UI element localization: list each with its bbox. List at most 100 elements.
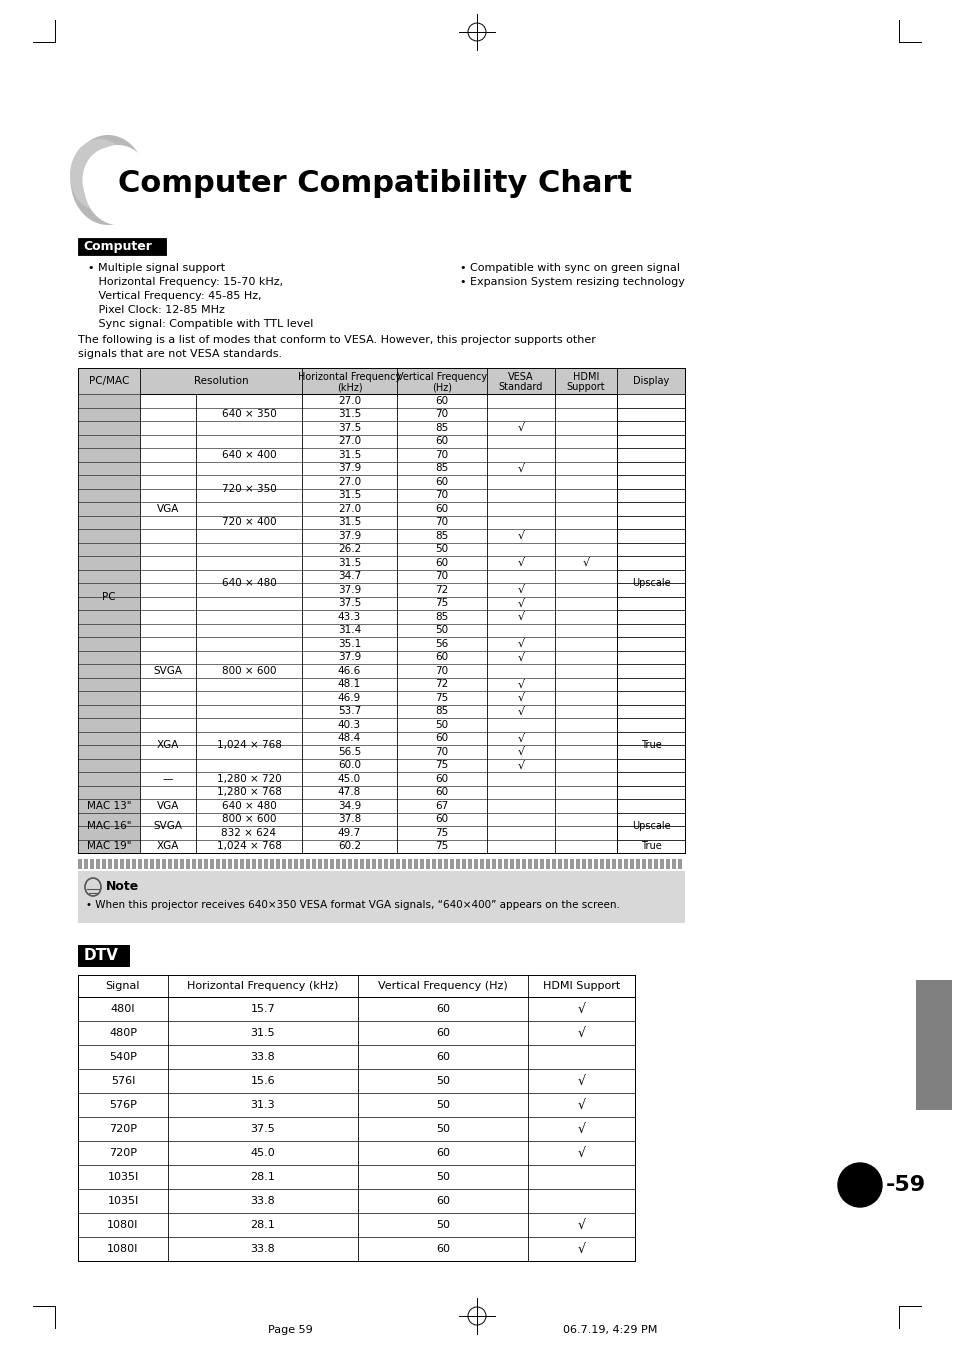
Text: DTV: DTV: [84, 949, 119, 964]
Text: Support: Support: [566, 381, 604, 392]
Bar: [198, 859, 202, 869]
Bar: [78, 871, 684, 923]
Text: 60: 60: [435, 774, 448, 783]
Bar: [108, 859, 112, 869]
Bar: [312, 859, 315, 869]
Text: 85: 85: [435, 531, 448, 541]
Text: Computer: Computer: [83, 240, 152, 253]
Text: SVGA: SVGA: [153, 666, 182, 675]
Bar: [372, 859, 375, 869]
Bar: [629, 859, 634, 869]
Text: 1,024 × 768: 1,024 × 768: [216, 740, 281, 749]
Bar: [497, 859, 501, 869]
Text: 60: 60: [435, 504, 448, 514]
Text: √: √: [517, 760, 524, 770]
Bar: [270, 859, 274, 869]
Text: √: √: [577, 1074, 585, 1088]
Text: 48.1: 48.1: [337, 679, 361, 689]
Bar: [617, 394, 684, 853]
Text: 31.5: 31.5: [251, 1029, 275, 1038]
Text: 50: 50: [436, 1124, 450, 1134]
Bar: [78, 394, 684, 853]
Bar: [324, 859, 328, 869]
Text: 50: 50: [436, 1171, 450, 1182]
Bar: [257, 859, 262, 869]
Text: 60: 60: [435, 787, 448, 797]
Text: √: √: [517, 706, 524, 716]
Bar: [539, 859, 543, 869]
Text: 60: 60: [435, 814, 448, 824]
Text: 40.3: 40.3: [337, 720, 360, 729]
Bar: [78, 859, 82, 869]
Text: 33.8: 33.8: [251, 1244, 275, 1254]
Text: 70: 70: [435, 491, 448, 500]
Text: • Multiple signal support: • Multiple signal support: [88, 263, 225, 274]
Bar: [96, 859, 100, 869]
Text: VESA: VESA: [508, 372, 534, 381]
Text: 46.6: 46.6: [337, 666, 361, 675]
Text: 60: 60: [436, 1196, 450, 1206]
Text: 15.7: 15.7: [251, 1004, 275, 1014]
Text: 640 × 350: 640 × 350: [221, 410, 276, 419]
Text: √: √: [517, 747, 524, 756]
Text: √: √: [577, 1147, 585, 1159]
Bar: [120, 859, 124, 869]
Text: 72: 72: [435, 679, 448, 689]
Bar: [186, 859, 190, 869]
Text: √: √: [577, 1026, 585, 1039]
Text: 34.7: 34.7: [337, 572, 361, 581]
Bar: [384, 859, 388, 869]
Text: √: √: [577, 1219, 585, 1232]
Text: 60: 60: [435, 733, 448, 743]
Bar: [671, 859, 676, 869]
Bar: [552, 859, 556, 869]
Text: √: √: [517, 585, 524, 594]
Text: 27.0: 27.0: [337, 396, 360, 406]
Text: 31.5: 31.5: [337, 491, 361, 500]
Text: 540P: 540P: [109, 1051, 137, 1062]
Bar: [240, 859, 244, 869]
Text: MAC 13": MAC 13": [87, 801, 132, 810]
Bar: [659, 859, 663, 869]
Bar: [78, 239, 166, 255]
Bar: [335, 859, 339, 869]
Text: 60.2: 60.2: [337, 841, 360, 851]
Text: 50: 50: [436, 1100, 450, 1109]
Bar: [450, 859, 454, 869]
Text: 1,280 × 768: 1,280 × 768: [216, 787, 281, 797]
Text: 28.1: 28.1: [251, 1171, 275, 1182]
Text: —: —: [163, 774, 173, 783]
Text: 60: 60: [435, 437, 448, 446]
Text: 28.1: 28.1: [251, 1220, 275, 1229]
Text: 06.7.19, 4:29 PM: 06.7.19, 4:29 PM: [562, 1325, 657, 1335]
Text: √: √: [517, 652, 524, 662]
Bar: [443, 859, 448, 869]
Text: √: √: [517, 639, 524, 648]
Text: 72: 72: [435, 585, 448, 594]
Bar: [233, 859, 237, 869]
Bar: [492, 859, 496, 869]
Bar: [456, 859, 459, 869]
Text: Computer Compatibility Chart: Computer Compatibility Chart: [118, 168, 632, 198]
Text: 37.9: 37.9: [337, 652, 361, 662]
Bar: [647, 859, 651, 869]
Bar: [414, 859, 417, 869]
Text: 31.5: 31.5: [337, 558, 361, 568]
Text: 50: 50: [435, 720, 448, 729]
Bar: [563, 859, 567, 869]
Text: MAC 16": MAC 16": [87, 821, 132, 830]
Text: VGA: VGA: [156, 801, 179, 810]
Bar: [527, 859, 532, 869]
Text: VGA: VGA: [156, 504, 179, 514]
Text: 85: 85: [435, 612, 448, 621]
Bar: [90, 859, 94, 869]
Bar: [468, 859, 472, 869]
Bar: [534, 859, 537, 869]
Text: 75: 75: [435, 760, 448, 770]
Bar: [180, 859, 184, 869]
Text: (kHz): (kHz): [336, 381, 362, 392]
Bar: [426, 859, 430, 869]
Text: 37.8: 37.8: [337, 814, 361, 824]
Text: 27.0: 27.0: [337, 437, 360, 446]
Bar: [138, 859, 142, 869]
